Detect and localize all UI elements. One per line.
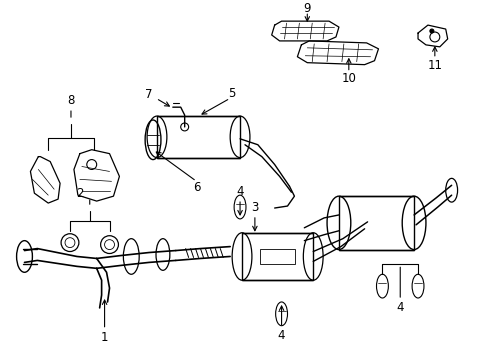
Text: 11: 11 (427, 59, 442, 72)
Bar (259, 248, 295, 264)
Text: 10: 10 (341, 72, 356, 85)
Text: 5: 5 (228, 87, 235, 100)
Bar (338, 196, 413, 249)
Circle shape (429, 29, 433, 33)
Text: 7: 7 (145, 88, 153, 101)
Bar (157, 116, 240, 158)
Text: 3: 3 (251, 201, 258, 213)
Text: 4: 4 (277, 329, 285, 342)
Text: 9: 9 (303, 2, 310, 15)
Text: 8: 8 (67, 94, 75, 107)
Text: 4: 4 (396, 301, 403, 314)
Text: 1: 1 (101, 331, 108, 344)
Text: 6: 6 (192, 181, 200, 194)
Text: 2: 2 (76, 187, 83, 200)
Bar (242, 233, 313, 280)
Text: 4: 4 (236, 185, 244, 198)
